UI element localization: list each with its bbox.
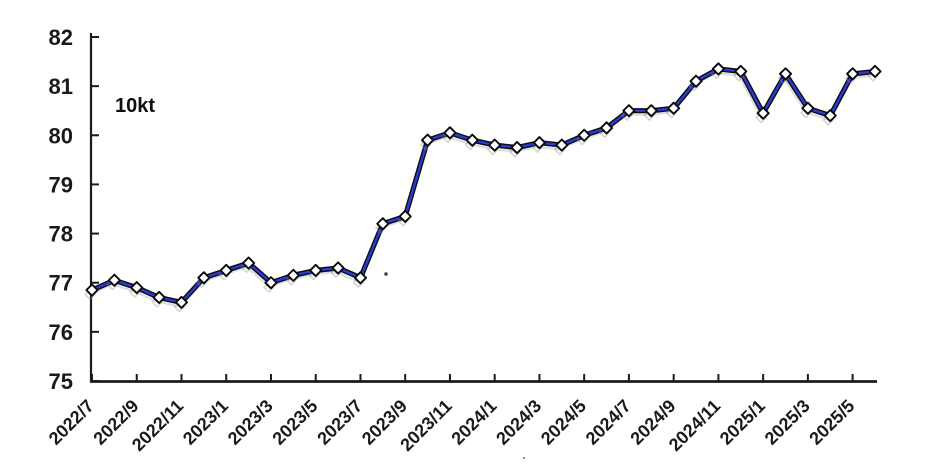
x-tick-label: 2025/5	[805, 396, 858, 449]
data-point-marker	[778, 67, 793, 81]
data-point-marker	[599, 121, 614, 135]
data-point-marker	[644, 104, 658, 118]
y-tick-label: 77	[49, 271, 73, 296]
data-point-marker	[398, 209, 412, 223]
y-tick-label: 76	[49, 320, 73, 345]
data-point-marker	[465, 133, 479, 147]
data-point-marker	[532, 136, 546, 150]
data-point-marker	[801, 101, 815, 115]
chart-plot-area: 75767778798081822022/72022/92022/112023/…	[45, 25, 882, 460]
data-point-marker	[488, 138, 502, 152]
unit-label: 10kt	[115, 95, 155, 117]
data-point-marker	[711, 62, 725, 76]
data-point-marker	[197, 271, 211, 285]
series-line	[90, 67, 877, 304]
x-tick-label: 2025/1	[716, 396, 769, 449]
data-point-marker	[443, 126, 457, 140]
x-tick-label: 2024/7	[582, 396, 635, 449]
data-point-marker	[309, 263, 323, 277]
data-point-marker	[689, 74, 703, 88]
data-point-marker	[510, 141, 524, 155]
data-point-marker	[130, 281, 144, 295]
y-tick-label: 82	[49, 25, 73, 50]
data-point-marker	[577, 128, 591, 142]
data-point-marker	[174, 295, 189, 309]
data-point-marker	[242, 256, 256, 270]
x-tick-label: 2023/3	[224, 396, 277, 449]
data-point-marker	[555, 138, 569, 152]
y-tick-label: 78	[49, 222, 73, 247]
data-point-marker	[756, 106, 770, 120]
data-point-marker	[152, 290, 166, 305]
data-point-marker	[286, 268, 300, 282]
data-point-marker	[868, 64, 882, 78]
data-point-marker	[353, 271, 368, 285]
data-point-marker	[667, 101, 681, 115]
x-tick-label: 2023/5	[268, 396, 321, 449]
scan-artifact-dot	[384, 272, 388, 276]
data-point-marker	[85, 283, 99, 297]
data-point-marker	[421, 133, 435, 147]
series-line-ghost	[88, 71, 875, 308]
data-point-marker	[264, 276, 278, 290]
x-tick-label: 2024/1	[447, 396, 500, 449]
data-point-marker	[823, 109, 837, 123]
data-point-marker	[734, 64, 748, 78]
y-tick-label: 81	[49, 74, 73, 99]
data-point-marker	[331, 261, 345, 275]
data-point-marker	[376, 217, 390, 231]
y-tick-label: 75	[49, 369, 73, 394]
x-tick-label: 2024/3	[492, 396, 545, 449]
data-point-marker	[107, 273, 121, 287]
scan-artifact-dot	[522, 456, 526, 460]
data-point-marker	[622, 104, 636, 118]
x-tick-label: 2023/1	[179, 396, 232, 449]
x-tick-label: 2025/3	[761, 396, 814, 449]
data-point-marker	[846, 67, 860, 81]
data-point-marker	[219, 263, 233, 277]
y-tick-label: 79	[49, 172, 73, 197]
y-tick-label: 80	[49, 123, 73, 148]
x-tick-label: 2022/7	[45, 396, 98, 449]
x-tick-label: 2023/7	[313, 396, 366, 449]
x-tick-label: 2024/5	[537, 396, 590, 449]
